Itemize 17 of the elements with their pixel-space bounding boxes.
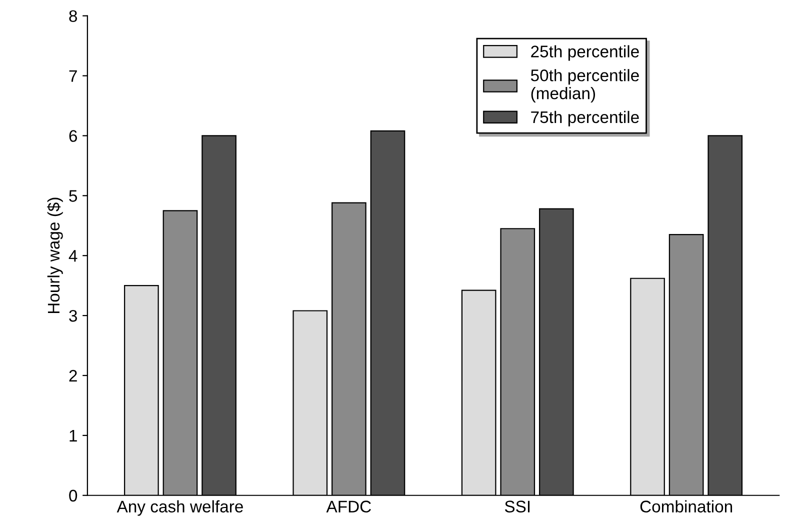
y-tick-label: 4 [68,250,78,262]
x-tick-label: Combination [640,500,732,512]
y-tick-label: 8 [69,10,78,22]
y-tick-label: 0 [69,490,78,502]
y-tick-label: 6 [69,130,77,142]
legend-label: 25th percentile [531,45,639,61]
y-tick-label: 1 [70,430,77,442]
y-tick-label: 3 [69,310,77,322]
y-tick-label: 7 [69,70,77,82]
y-tick-label: 2 [69,370,77,382]
y-axis-title: Hourly wage ($) [47,198,63,314]
legend-label: 75th percentile [531,110,639,126]
x-tick-label: Any cash welfare [116,500,243,516]
y-tick-label: 5 [69,190,78,202]
x-tick-label: SSI [504,500,530,512]
legend-label: 50th percentile (median) [530,69,639,103]
x-tick-label: AFDC [326,500,371,512]
